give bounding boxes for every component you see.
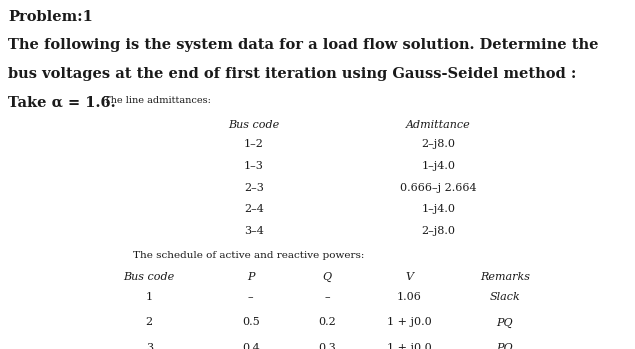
Text: 1–2: 1–2 [244, 139, 264, 149]
Text: The line admittances:: The line admittances: [104, 96, 210, 105]
Text: 0.666–j 2.664: 0.666–j 2.664 [400, 183, 476, 193]
Text: 1–3: 1–3 [244, 161, 264, 171]
Text: Take α = 1.6.: Take α = 1.6. [8, 96, 116, 110]
Text: –: – [248, 292, 253, 302]
Text: 0.3: 0.3 [318, 343, 336, 349]
Text: P: P [247, 272, 255, 282]
Text: Slack: Slack [490, 292, 520, 302]
Text: 3–4: 3–4 [244, 226, 264, 236]
Text: Admittance: Admittance [406, 120, 471, 130]
Text: Problem:1: Problem:1 [8, 10, 93, 24]
Text: 0.4: 0.4 [242, 343, 260, 349]
Text: Remarks: Remarks [480, 272, 530, 282]
Text: 1 + j0.0: 1 + j0.0 [387, 343, 432, 349]
Text: PQ: PQ [497, 343, 513, 349]
Text: 1.06: 1.06 [397, 292, 422, 302]
Text: 1–j4.0: 1–j4.0 [421, 204, 455, 214]
Text: 1: 1 [145, 292, 153, 302]
Text: 3: 3 [145, 343, 153, 349]
Text: 2: 2 [145, 318, 153, 327]
Text: –: – [324, 292, 330, 302]
Text: The following is the system data for a load flow solution. Determine the: The following is the system data for a l… [8, 38, 599, 52]
Text: Bus code: Bus code [229, 120, 279, 130]
Text: 1 + j0.0: 1 + j0.0 [387, 318, 432, 327]
Text: bus voltages at the end of first iteration using Gauss-Seidel method :: bus voltages at the end of first iterati… [8, 67, 577, 81]
Text: Bus code: Bus code [124, 272, 175, 282]
Text: PQ: PQ [497, 318, 513, 328]
Text: V: V [406, 272, 413, 282]
Text: 2–j8.0: 2–j8.0 [421, 139, 455, 149]
Text: 1–j4.0: 1–j4.0 [421, 161, 455, 171]
Text: The schedule of active and reactive powers:: The schedule of active and reactive powe… [133, 251, 364, 260]
Text: 2–j8.0: 2–j8.0 [421, 226, 455, 236]
Text: 0.2: 0.2 [318, 318, 336, 327]
Text: 0.5: 0.5 [242, 318, 260, 327]
Text: Q: Q [323, 272, 331, 282]
Text: 2–4: 2–4 [244, 204, 264, 214]
Text: 2–3: 2–3 [244, 183, 264, 193]
